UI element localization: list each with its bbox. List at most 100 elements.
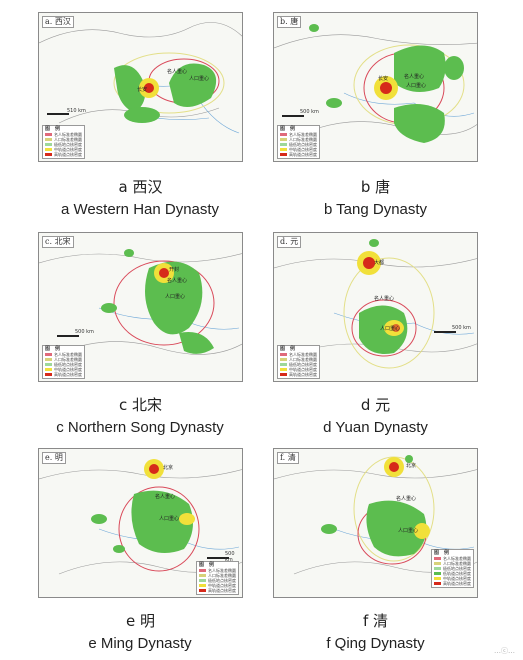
- legend-item: 名人标准差椭圆: [54, 352, 82, 357]
- legend-item: 名人标准差椭圆: [289, 132, 317, 137]
- legend-item: 人口标准差椭圆: [289, 137, 317, 142]
- map-f-svg: [274, 455, 477, 575]
- celebrity-center-label: 名人重心: [167, 278, 188, 284]
- map-panel-d: d. 元 大都 名人重心 人口重心 500 km 图 例 名人标准差椭圆 人口标…: [273, 232, 478, 382]
- legend-item: 高轨道点核密度: [54, 372, 82, 377]
- caption-en-a: a Western Han Dynasty: [60, 201, 220, 218]
- legend-item: 名人标准差椭圆: [289, 352, 317, 357]
- scale-bar: [207, 557, 229, 559]
- scale-bar: [282, 115, 304, 117]
- population-center-label: 人口重心: [165, 294, 186, 300]
- panel-tag: c. 北宋: [42, 236, 74, 248]
- capital-label: 开封: [169, 267, 180, 273]
- legend-item: 中轨道点核密度: [289, 367, 317, 372]
- celebrity-center-label: 名人重心: [396, 496, 417, 502]
- scale-bar: [47, 113, 69, 115]
- map-c-svg: [39, 249, 242, 355]
- legend-item: 高轨道点核密度: [208, 588, 236, 593]
- legend-item: 高轨道点核密度: [289, 372, 317, 377]
- celebrity-center-label: 名人重心: [404, 74, 425, 80]
- legend-item: 高轨道点核密度: [54, 152, 82, 157]
- legend-item: 中轨道点核密度: [208, 583, 236, 588]
- celebrity-center-label: 名人重心: [155, 494, 176, 500]
- scale-text: 500 km: [300, 109, 319, 115]
- capital-label: 北京: [406, 463, 417, 469]
- legend-item: 中轨道点核密度: [289, 147, 317, 152]
- legend-item: 中轨道点核密度: [54, 147, 82, 152]
- population-center-label: 人口重心: [189, 76, 210, 82]
- legend-title: 图 例: [199, 562, 215, 568]
- caption-en-e: e Ming Dynasty: [88, 635, 192, 652]
- panel-tag: d. 元: [277, 236, 302, 248]
- legend-title: 图 例: [280, 346, 296, 352]
- scale-text: 500 km: [452, 325, 471, 331]
- panel-tag: e. 明: [42, 452, 66, 464]
- caption-en-d: d Yuan Dynasty: [323, 419, 428, 436]
- caption-zh-a: a 西汉: [118, 178, 163, 196]
- legend: 图 例 名人标准差椭圆 人口标准差椭圆 极低地点核密度 中轨道点核密度 高轨道点…: [42, 345, 85, 379]
- caption-zh-c: c 北宋: [118, 396, 162, 414]
- scale-text: 500 km: [75, 329, 94, 335]
- legend-item: 高轨道点核密度: [443, 581, 471, 586]
- caption-zh-f: f 清: [362, 612, 389, 630]
- legend-item: 人口标准差椭圆: [208, 573, 236, 578]
- panel-tag: f. 清: [277, 452, 299, 464]
- capital-label: 长安: [378, 76, 389, 82]
- caption-en-f: f Qing Dynasty: [326, 635, 425, 652]
- legend-title: 图 例: [45, 346, 61, 352]
- legend-item: 极低地点核密度: [54, 362, 82, 367]
- legend-title: 图 例: [280, 126, 296, 132]
- map-panel-f: f. 清 北京 名人重心 人口重心 图 例 名人标准差椭圆 人口标准差椭圆 极低…: [273, 448, 478, 598]
- scale-text: 510 km: [67, 108, 86, 114]
- legend: 图 例 名人标准差椭圆 人口标准差椭圆 极低地点核密度 中轨道点核密度 高轨道点…: [196, 561, 239, 595]
- scale-text: 500 km: [225, 551, 235, 563]
- legend-item: 名人标准差椭圆: [54, 132, 82, 137]
- scale-bar: [434, 331, 456, 333]
- legend-item: 人口标准差椭圆: [443, 561, 471, 566]
- capital-label: 大都: [374, 260, 385, 266]
- legend-item: 人口标准差椭圆: [289, 357, 317, 362]
- caption-en-b: b Tang Dynasty: [323, 201, 428, 218]
- population-center-label: 人口重心: [380, 326, 401, 332]
- map-panel-e: e. 明 北京 名人重心 人口重心 500 km 图 例 名人标准差椭圆 人口标…: [38, 448, 243, 598]
- map-a-svg: [39, 22, 242, 134]
- legend: 图 例 名人标准差椭圆 人口标准差椭圆 极低地点核密度 中轨道点核密度 高轨道点…: [277, 125, 320, 159]
- map-panel-c: c. 北宋 开封 名人重心 人口重心 500 km 图 例 名人标准差椭圆 人口…: [38, 232, 243, 382]
- legend-item: 名人标准差椭圆: [443, 556, 471, 561]
- legend: 图 例 名人标准差椭圆 人口标准差椭圆 极低地点核密度 低轨道点核密度 中轨道点…: [431, 549, 474, 588]
- map-panel-b: b. 唐 长安 名人重心 人口重心 500 km 图 例 名人标准差椭圆 人口标…: [273, 12, 478, 162]
- capital-label: 长安: [137, 87, 148, 93]
- caption-zh-b: b 唐: [360, 178, 391, 196]
- legend-item: 中轨道点核密度: [54, 367, 82, 372]
- legend-item: 极低地点核密度: [54, 142, 82, 147]
- legend: 图 例 名人标准差椭圆 人口标准差椭圆 极低地点核密度 中轨道点核密度 高轨道点…: [277, 345, 320, 379]
- watermark: …ⓒ…: [494, 647, 515, 655]
- legend-item: 人口标准差椭圆: [54, 137, 82, 142]
- caption-en-c: c Northern Song Dynasty: [56, 419, 224, 436]
- map-d-svg: [274, 239, 477, 369]
- legend-item: 中轨道点核密度: [443, 576, 471, 581]
- legend-item: 极低地点核密度: [289, 362, 317, 367]
- legend-title: 图 例: [45, 126, 61, 132]
- population-center-label: 人口重心: [159, 516, 180, 522]
- legend-item: 极低地点核密度: [208, 578, 236, 583]
- legend-title: 图 例: [434, 550, 450, 556]
- capital-label: 北京: [163, 465, 174, 471]
- caption-zh-d: d 元: [360, 396, 391, 414]
- map-panel-a: a. 西汉 长安 名人重心 人口重心 510 km 图 例 名人标准差椭圆 人口…: [38, 12, 243, 162]
- legend-item: 极低地点核密度: [289, 142, 317, 147]
- legend-item: 极低地点核密度: [443, 566, 471, 571]
- legend-item: 人口标准差椭圆: [54, 357, 82, 362]
- legend-item: 低轨道点核密度: [443, 571, 471, 576]
- celebrity-center-label: 名人重心: [374, 296, 395, 302]
- caption-zh-e: e 明: [126, 612, 155, 630]
- population-center-label: 人口重心: [406, 83, 427, 89]
- map-b-svg: [274, 24, 477, 143]
- legend: 图 例 名人标准差椭圆 人口标准差椭圆 极低地点核密度 中轨道点核密度 高轨道点…: [42, 125, 85, 159]
- panel-tag: a. 西汉: [42, 16, 74, 28]
- scale-bar: [57, 335, 79, 337]
- legend-item: 名人标准差椭圆: [208, 568, 236, 573]
- map-e-svg: [39, 459, 242, 575]
- legend-item: 高轨道点核密度: [289, 152, 317, 157]
- celebrity-center-label: 名人重心: [167, 69, 188, 75]
